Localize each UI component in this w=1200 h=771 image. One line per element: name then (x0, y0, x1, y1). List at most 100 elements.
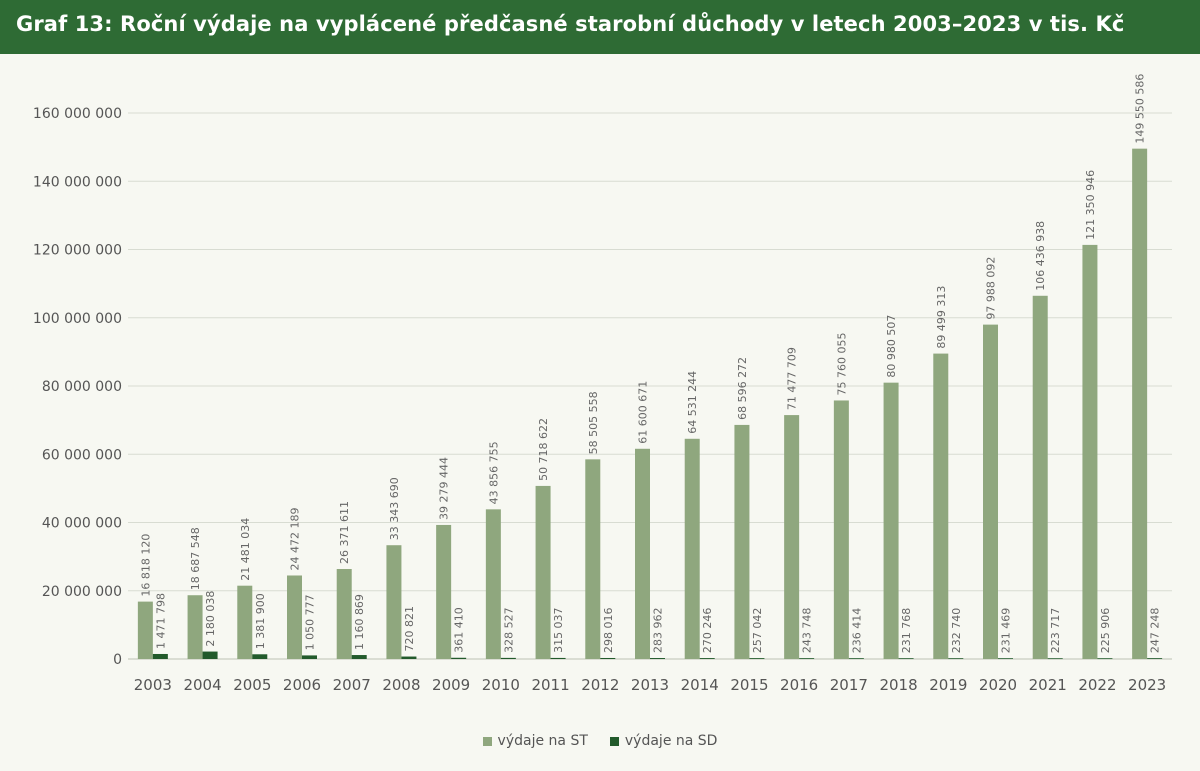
data-label-st: 21 481 034 (239, 518, 252, 581)
legend-label-st: výdaje na ST (497, 733, 588, 749)
bar-st (137, 601, 153, 659)
bar-st (1132, 148, 1148, 659)
legend-swatch-sd (609, 736, 619, 746)
x-tick-label: 2021 (1029, 676, 1067, 694)
legend-item-st: výdaje na ST (482, 733, 588, 749)
bar-sd (550, 657, 566, 659)
x-tick-label: 2018 (879, 676, 917, 694)
x-tick-label: 2004 (183, 676, 221, 694)
bar-sd (650, 658, 665, 659)
bar-st (684, 438, 700, 659)
x-tick-label: 2015 (730, 676, 768, 694)
data-label-st: 16 818 120 (139, 534, 152, 597)
data-label-st: 89 499 313 (935, 286, 948, 349)
data-label-st: 26 371 611 (338, 501, 351, 564)
bar-st (336, 569, 352, 659)
bar-st (933, 353, 949, 659)
bar-sd (1047, 658, 1063, 660)
bar-st (833, 400, 849, 659)
bar-st (237, 585, 253, 659)
bar-sd (152, 653, 168, 659)
data-label-st: 39 279 444 (438, 457, 451, 520)
bar-sd (699, 658, 715, 659)
x-tick-label: 2005 (233, 676, 271, 694)
bar-st (883, 382, 899, 659)
y-tick-label: 80 000 000 (42, 379, 122, 395)
legend-label-sd: výdaje na SD (624, 733, 718, 749)
chart-title: Graf 13: Roční výdaje na vyplácené předč… (16, 12, 1125, 36)
bar-st (485, 509, 501, 659)
data-label-st: 97 988 092 (985, 257, 998, 320)
y-tick-label: 20 000 000 (42, 584, 122, 600)
data-label-sd: 315 037 (552, 607, 565, 653)
bar-st (585, 459, 601, 659)
bar-sd (500, 657, 516, 659)
data-label-sd: 720 821 (403, 606, 416, 652)
data-label-sd: 225 906 (1099, 608, 1112, 654)
data-label-sd: 243 748 (801, 608, 814, 654)
bar-sd (749, 658, 765, 659)
data-label-st: 68 596 272 (736, 357, 749, 420)
data-label-sd: 283 962 (652, 608, 665, 654)
bar-sd (799, 658, 815, 659)
bar-sd (252, 654, 268, 659)
data-label-st: 58 505 558 (587, 391, 600, 454)
x-tick-label: 2007 (333, 676, 371, 694)
data-label-sd: 257 042 (751, 608, 764, 654)
data-label-st: 43 856 755 (487, 441, 500, 504)
data-label-sd: 2 180 038 (204, 591, 217, 647)
y-tick-label: 140 000 000 (33, 174, 122, 190)
chart-header: Graf 13: Roční výdaje na vyplácené předč… (0, 0, 1200, 54)
bar-sd (848, 658, 864, 659)
x-tick-label: 2023 (1128, 676, 1166, 694)
bar-sd (998, 658, 1013, 660)
bar-sd (302, 655, 317, 659)
x-tick-label: 2008 (382, 676, 420, 694)
legend-swatch-st (482, 736, 492, 746)
bar-st (1082, 244, 1098, 659)
bar-sd (401, 656, 417, 659)
data-label-st: 33 343 690 (388, 477, 401, 540)
y-tick-label: 60 000 000 (42, 447, 122, 463)
bar-sd (451, 657, 467, 659)
y-tick-label: 120 000 000 (33, 243, 122, 259)
bar-st (784, 415, 800, 659)
data-label-st: 64 531 244 (686, 371, 699, 434)
x-tick-label: 2022 (1078, 676, 1116, 694)
x-tick-label: 2017 (830, 676, 868, 694)
data-label-sd: 231 469 (1000, 608, 1013, 654)
data-label-st: 24 472 189 (289, 508, 302, 571)
bar-st (1032, 295, 1048, 659)
bar-sd (202, 651, 218, 659)
x-tick-label: 2006 (283, 676, 321, 694)
bar-st (983, 324, 998, 659)
data-label-st: 80 980 507 (885, 315, 898, 378)
bar-st (635, 448, 650, 659)
bar-sd (351, 655, 367, 659)
data-label-sd: 247 248 (1149, 608, 1162, 654)
data-label-sd: 223 717 (1049, 608, 1062, 654)
data-label-sd: 1 160 869 (353, 594, 366, 650)
bar-sd (948, 658, 964, 660)
y-tick-label: 100 000 000 (33, 311, 122, 327)
data-label-sd: 298 016 (602, 607, 615, 653)
y-tick-label: 40 000 000 (42, 516, 122, 532)
data-label-sd: 231 768 (900, 608, 913, 654)
data-label-sd: 1 050 777 (304, 594, 317, 650)
x-tick-label: 2011 (531, 676, 569, 694)
bar-sd (898, 658, 914, 660)
data-label-sd: 328 527 (502, 607, 515, 653)
y-tick-label: 160 000 000 (33, 106, 122, 122)
x-tick-label: 2010 (482, 676, 520, 694)
data-label-sd: 1 471 798 (154, 593, 167, 649)
data-label-st: 71 477 709 (786, 347, 799, 410)
data-label-sd: 1 381 900 (254, 593, 267, 649)
y-tick-label: 0 (113, 652, 122, 668)
data-label-sd: 361 410 (453, 607, 466, 653)
bar-st (535, 485, 551, 659)
bar-st (436, 524, 452, 659)
bar-st (287, 575, 302, 659)
x-tick-label: 2014 (681, 676, 719, 694)
data-label-st: 149 550 586 (1134, 74, 1147, 144)
